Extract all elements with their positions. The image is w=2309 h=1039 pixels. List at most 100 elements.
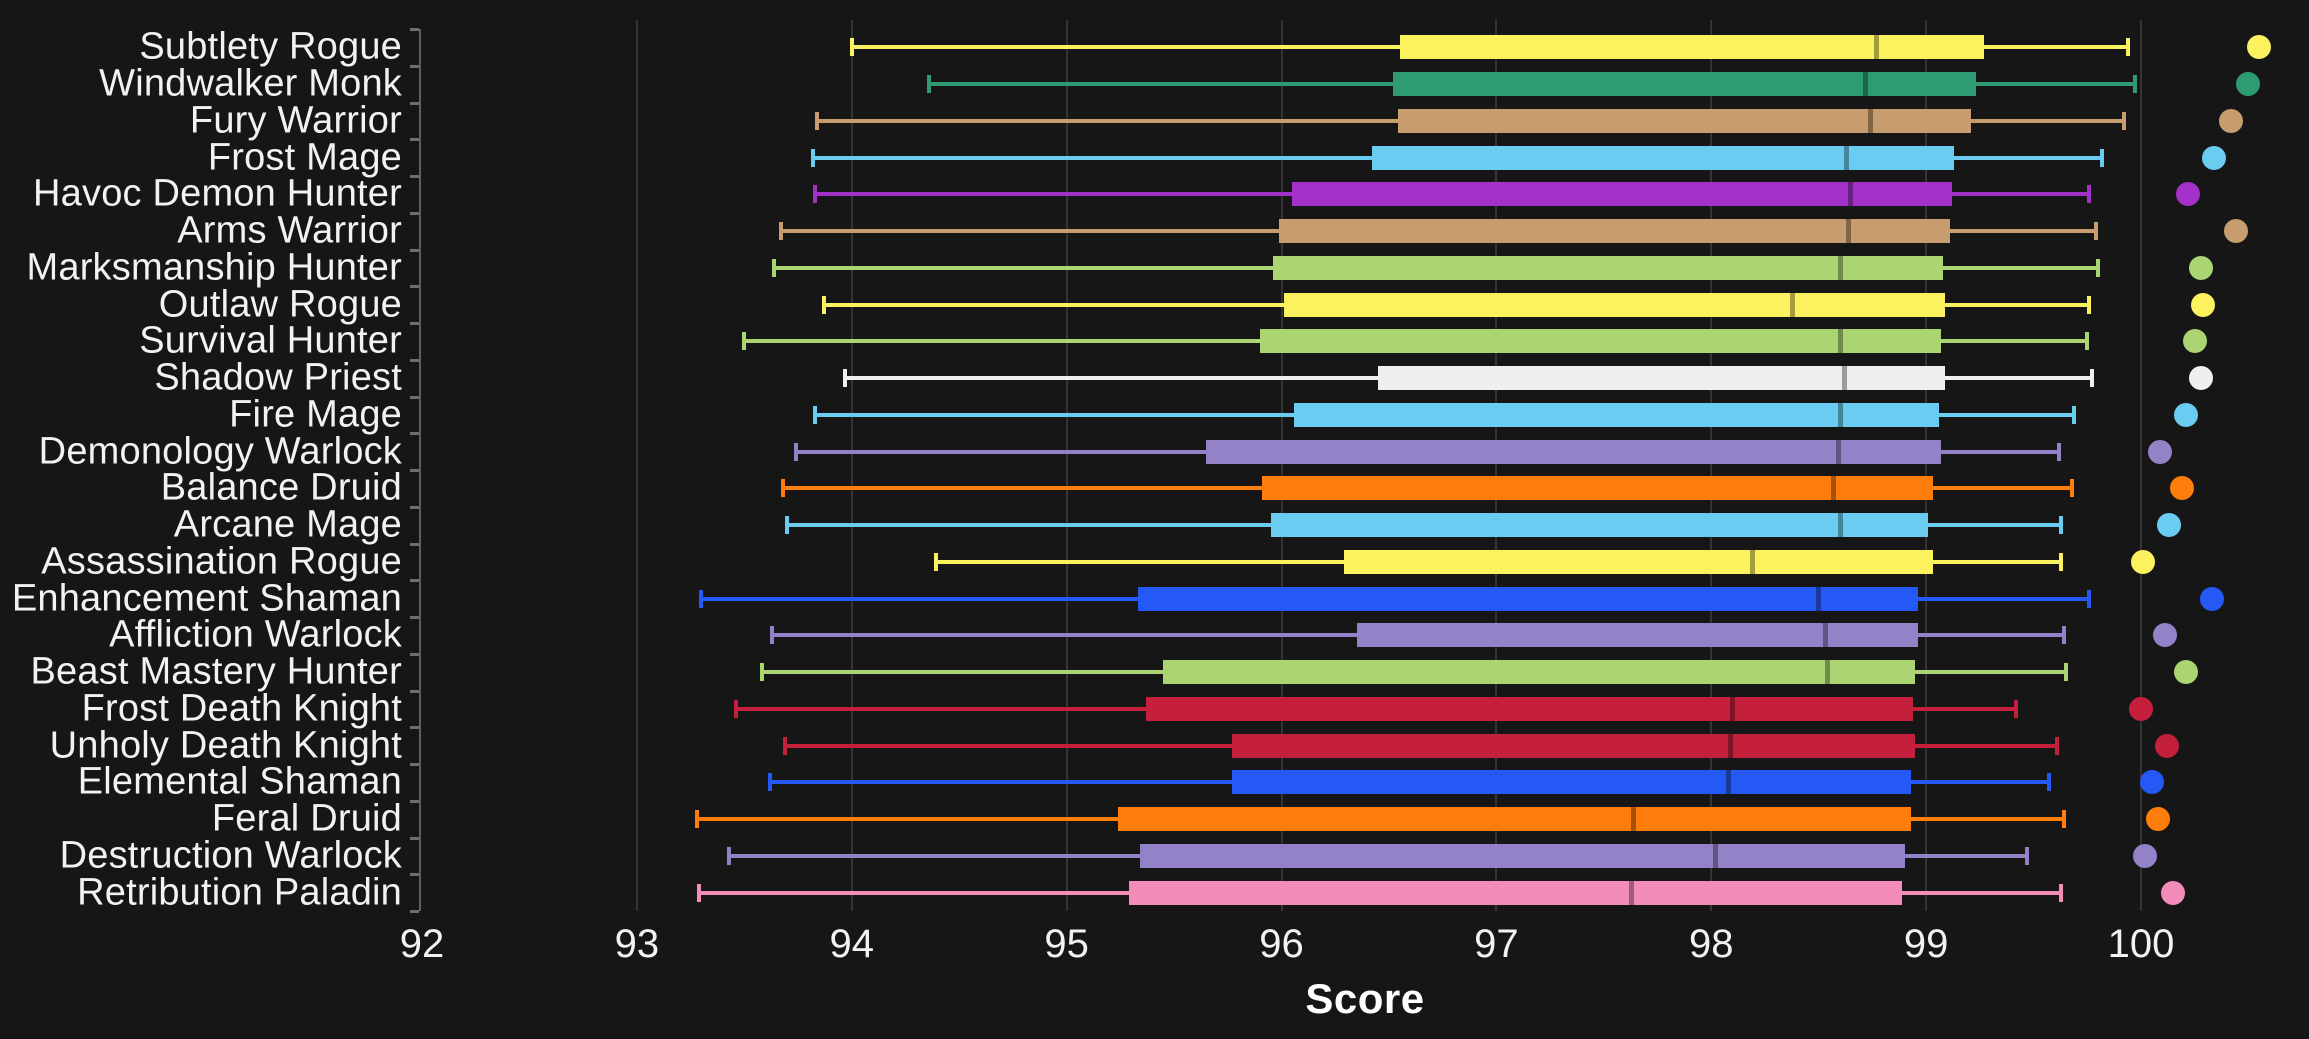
whisker-cap (2059, 883, 2064, 902)
whisker-cap (2121, 111, 2126, 130)
x-tick-label: 99 (1903, 922, 1949, 966)
y-axis-tick (410, 322, 419, 325)
y-axis-tick (410, 726, 419, 730)
y-axis-tick (410, 910, 419, 913)
whisker-cap (697, 883, 702, 902)
median-line (1867, 108, 1873, 133)
whisker-cap (849, 38, 854, 57)
box (1292, 182, 1952, 207)
score-dot (2236, 72, 2261, 97)
category-label: Assassination Rogue (41, 540, 402, 583)
category-label: Demonology Warlock (38, 430, 402, 473)
y-axis-tick (410, 542, 419, 546)
y-axis-tick (410, 763, 419, 766)
category-label: Arms Warrior (177, 209, 402, 252)
whisker-cap (815, 111, 820, 130)
y-axis-tick (410, 799, 419, 803)
box (1232, 770, 1912, 795)
y-axis-tick (410, 64, 419, 68)
whisker-cap (770, 626, 775, 645)
score-dot (2189, 255, 2214, 280)
score-dot (2161, 880, 2186, 905)
x-tick-label: 95 (1044, 922, 1089, 966)
whisker-cap (811, 148, 816, 167)
y-axis-tick (410, 101, 419, 105)
y-axis-tick (410, 211, 419, 215)
median-line (1713, 843, 1719, 868)
whisker-cap (813, 185, 818, 204)
median-line (1837, 255, 1843, 280)
y-axis-tick (410, 505, 419, 509)
whisker-cap (2061, 626, 2066, 645)
score-dot (2176, 182, 2201, 207)
gridline-97 (1495, 20, 1498, 911)
score-dot (2247, 35, 2272, 60)
category-label: Fury Warrior (189, 99, 402, 142)
category-label: Subtlety Rogue (139, 25, 402, 68)
box (1399, 35, 1985, 60)
x-tick-label: 98 (1689, 922, 1734, 966)
box (1272, 255, 1944, 280)
box (1128, 880, 1903, 905)
category-label: Frost Mage (207, 136, 402, 179)
whisker-cap (2046, 773, 2051, 792)
category-label: Elemental Shaman (77, 760, 402, 803)
category-label: Retribution Paladin (77, 871, 402, 914)
box (1118, 807, 1912, 832)
whisker-cap (783, 736, 788, 755)
median-line (1848, 182, 1854, 207)
whisker-cap (2014, 699, 2019, 718)
gridline-93 (635, 20, 638, 911)
whisker-cap (772, 258, 777, 277)
category-label: Frost Death Knight (81, 687, 402, 730)
whisker-cap (821, 295, 826, 314)
y-axis-tick (410, 616, 419, 619)
whisker-cap (813, 405, 818, 424)
whisker-cap (2072, 405, 2077, 424)
whisker-cap (759, 663, 764, 682)
whisker-cap (2057, 442, 2062, 461)
score-dot (2154, 733, 2179, 758)
median-line (1846, 219, 1852, 244)
y-axis-tick (410, 689, 419, 693)
box (1232, 733, 1916, 758)
whisker-cap (768, 773, 773, 792)
category-label: Outlaw Rogue (158, 283, 402, 326)
x-tick-label: 94 (829, 922, 875, 966)
score-dot (2199, 586, 2224, 611)
category-label: Feral Druid (211, 797, 402, 840)
y-axis-tick (410, 652, 419, 656)
y-axis-tick (410, 248, 419, 252)
box (1206, 439, 1942, 464)
score-dot (2223, 219, 2248, 244)
score-dot (2152, 623, 2177, 648)
whisker-cap (2087, 295, 2092, 314)
category-label: Windwalker Monk (99, 62, 402, 105)
score-dot (2182, 329, 2207, 354)
category-label: Arcane Mage (173, 503, 402, 546)
whisker-cap (2055, 736, 2060, 755)
box (1294, 402, 1940, 427)
box (1356, 623, 1918, 648)
y-axis-tick (410, 469, 419, 472)
whisker-cap (2063, 663, 2068, 682)
score-dot (2191, 292, 2216, 317)
whisker-cap (785, 516, 790, 535)
score-dot (2148, 439, 2173, 464)
box (1393, 72, 1976, 97)
whisker-cap (727, 846, 732, 865)
whisker-cap (2093, 222, 2098, 241)
whisker-cap (2096, 258, 2101, 277)
median-line (1831, 476, 1837, 501)
category-label: Enhancement Shaman (11, 577, 402, 620)
box (1146, 696, 1914, 721)
gridline-99 (1925, 20, 1928, 911)
whisker-cap (2025, 846, 2030, 865)
box (1378, 366, 1946, 391)
box (1260, 329, 1942, 354)
whisker-cap (2087, 589, 2092, 608)
y-axis-tick (410, 395, 419, 399)
category-label: Unholy Death Knight (49, 724, 402, 767)
gridline-98 (1710, 20, 1713, 911)
